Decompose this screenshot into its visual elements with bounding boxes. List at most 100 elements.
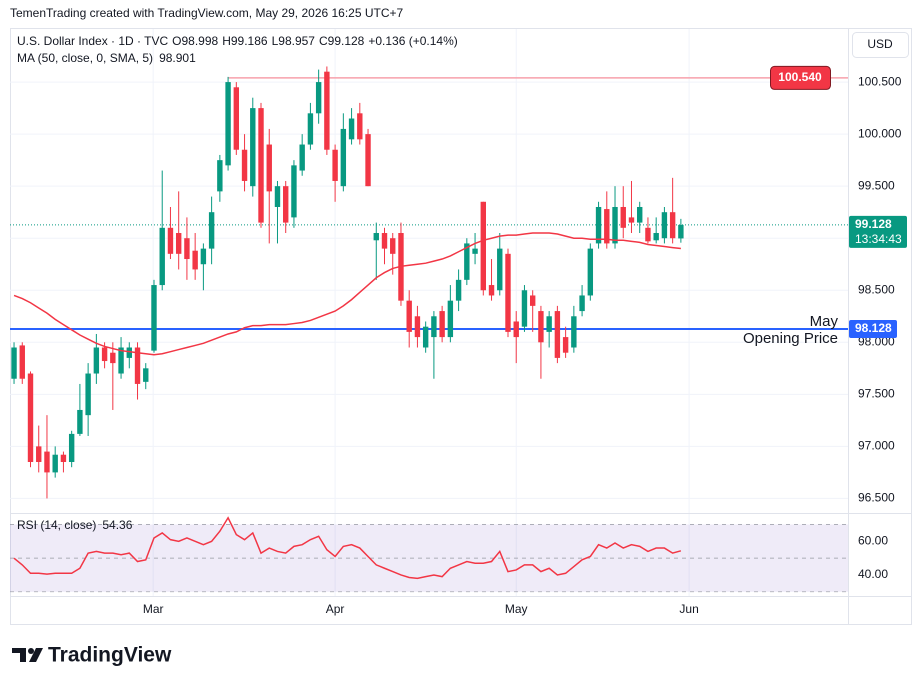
- candle-body: [505, 253, 511, 332]
- candle-body: [143, 368, 149, 382]
- x-tick-label: Apr: [326, 602, 345, 616]
- ohlc-value: 98.998: [182, 34, 219, 48]
- candle-body: [472, 248, 478, 254]
- brand: TradingView: [48, 644, 172, 667]
- candle-body: [200, 248, 207, 265]
- rsi-tick-label: 40.00: [858, 567, 888, 581]
- candle-body: [604, 209, 610, 244]
- rsi-line: [13, 516, 682, 580]
- y-tick-label: 96.500: [858, 491, 895, 505]
- candle-body: [579, 295, 585, 312]
- candle-body: [554, 311, 561, 358]
- candle-body: [307, 113, 314, 145]
- candle-body: [60, 454, 67, 462]
- candle-body: [546, 316, 552, 332]
- candle-body: [332, 149, 338, 181]
- candle-body: [488, 285, 495, 296]
- x-tick-label: Mar: [143, 602, 164, 616]
- rsi-value: 54.36: [102, 518, 132, 532]
- current-price-box: [849, 215, 907, 248]
- x-tick-label: May: [505, 602, 528, 616]
- candle-body: [571, 316, 577, 348]
- candle-body: [661, 212, 668, 239]
- candle-body: [373, 233, 379, 241]
- ohlc-letter: C: [319, 34, 328, 48]
- candle-body: [529, 295, 536, 306]
- ma-legend-name: MA (50, close, 0, SMA, 5): [17, 51, 153, 65]
- price-label: 98.128: [855, 321, 892, 335]
- line-label-box: [770, 65, 831, 90]
- ohlc-letter: L: [272, 34, 279, 48]
- y-tick-label: 100.000: [858, 126, 902, 140]
- candle-body: [447, 300, 454, 338]
- candle-body: [628, 217, 635, 223]
- candle-body: [134, 347, 141, 384]
- currency-button[interactable]: [852, 32, 909, 58]
- candle-body: [620, 206, 626, 228]
- candle-body: [52, 454, 58, 473]
- candle-body: [77, 409, 83, 434]
- candle-body: [274, 186, 281, 207]
- candle-body: [299, 144, 305, 171]
- current-price-label: 99.128: [855, 217, 892, 231]
- rsi-title: RSI (14, close): [17, 518, 96, 532]
- candle-body: [431, 316, 437, 338]
- candle-body: [357, 113, 363, 140]
- candle-body: [233, 87, 240, 150]
- price-label-box: [849, 319, 897, 338]
- candle-body: [637, 206, 643, 223]
- candle-body: [595, 206, 602, 244]
- ohlc-value: 98.957: [278, 34, 315, 48]
- candle-body: [439, 311, 445, 338]
- line-annotation: Opening Price: [743, 330, 838, 347]
- candle-body: [110, 352, 116, 364]
- ohlc-value: 99.186: [231, 34, 268, 48]
- candle-body: [348, 118, 355, 140]
- candle-body: [678, 224, 684, 239]
- ohlc-letter: O: [172, 34, 181, 48]
- candle-body: [587, 248, 594, 296]
- candle-body: [192, 250, 198, 270]
- candle-body: [258, 108, 264, 223]
- candle-body: [324, 71, 330, 150]
- candle-body: [167, 227, 174, 254]
- frame: [10, 28, 912, 625]
- candle-body: [513, 321, 519, 338]
- candle-body: [612, 206, 618, 244]
- candle-body: [93, 347, 100, 374]
- candle-body: [101, 347, 108, 362]
- line-annotation: May: [810, 313, 839, 330]
- candle-body: [381, 233, 388, 249]
- candle-body: [126, 347, 132, 358]
- candle-body: [85, 373, 91, 416]
- ma-line: [13, 232, 681, 356]
- logo-icon: [29, 648, 43, 662]
- candle-body: [44, 451, 50, 473]
- logo: TradingView: [12, 644, 172, 667]
- candle-body: [562, 337, 569, 353]
- candle-body: [19, 345, 25, 379]
- y-tick-label: 97.500: [858, 387, 895, 401]
- y-tick-label: 99.500: [858, 178, 895, 192]
- candle-body: [36, 446, 42, 462]
- currency-label[interactable]: USD: [867, 37, 893, 51]
- candle-body: [266, 144, 272, 192]
- candle-body: [538, 311, 544, 343]
- logo-icon: [28, 648, 34, 654]
- candle-body: [184, 238, 190, 260]
- candle-body: [340, 128, 347, 187]
- candle-body: [11, 347, 17, 379]
- candle-body: [390, 238, 396, 254]
- line-label: 100.540: [778, 70, 822, 84]
- candle-body: [241, 149, 248, 181]
- ma-legend-value: 98.901: [159, 51, 196, 65]
- candle-body: [365, 134, 371, 187]
- rsi-tick-label: 60.00: [858, 534, 888, 548]
- candle-body: [315, 82, 322, 114]
- candle-body: [250, 108, 256, 187]
- ohlc-letter: H: [222, 34, 231, 48]
- x-tick-label: Jun: [679, 602, 698, 616]
- candle-body: [27, 373, 34, 462]
- candle-body: [118, 347, 124, 374]
